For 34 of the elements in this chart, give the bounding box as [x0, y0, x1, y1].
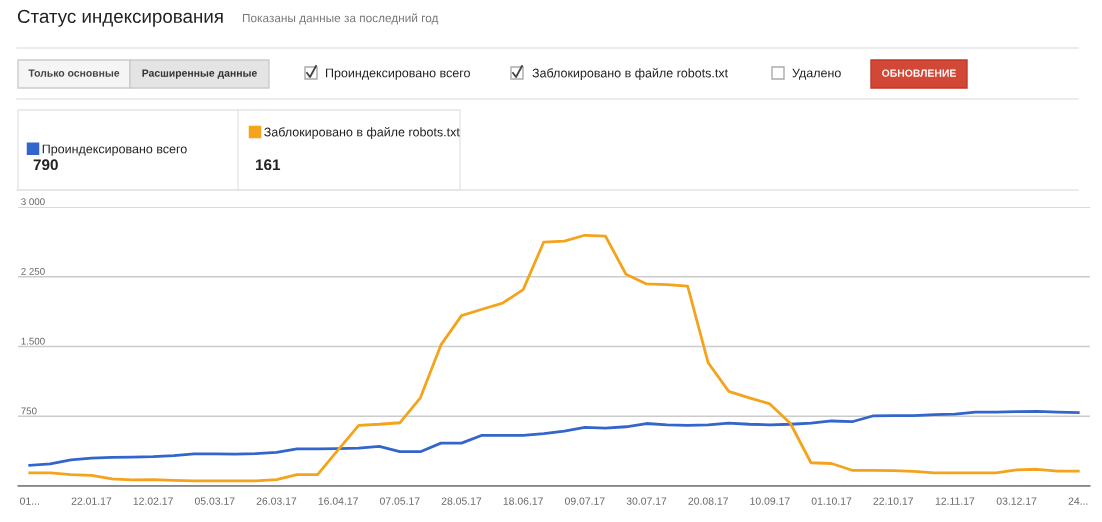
x-tick-label: 12.11.17 [935, 497, 975, 505]
x-tick-label: 22.01.17 [71, 497, 112, 505]
text: ОБНОВЛЕНИЕ [882, 69, 956, 77]
legend-label: Заблокировано в файле robots.txt [264, 127, 460, 139]
x-tick-label: 16.04.17 [318, 497, 358, 505]
x-tick-label: 05.03.17 [194, 497, 235, 505]
text: 790 [33, 159, 58, 171]
x-tick-label: 20.08.17 [688, 497, 728, 505]
x-tick-label: 30.07.17 [626, 497, 667, 505]
chart-subtitle: Показаны данные за последний год [242, 13, 439, 25]
y-tick-label: 1.500 [21, 337, 45, 345]
text: Расширенные данные [142, 69, 257, 79]
x-tick-label: 12.02.17 [133, 497, 173, 505]
x-tick-label: 24... [1068, 497, 1088, 505]
x-tick-label: 22.10.17 [873, 497, 913, 505]
text: 161 [255, 159, 281, 171]
text: Заблокировано в файле robots.txt [532, 68, 728, 80]
chart-title: Статус индексирования [17, 9, 223, 27]
x-tick-label: 26.03.17 [256, 497, 297, 505]
x-tick-label: 07.05.17 [379, 497, 420, 505]
y-tick-label: 2 250 [21, 267, 45, 275]
text: Проиндексировано всего [326, 68, 470, 80]
y-tick-label: 3 000 [21, 198, 45, 206]
legend-label: Проиндексировано всего [42, 144, 187, 156]
x-tick-label: 01.10.17 [811, 497, 852, 505]
x-tick-label: 28.05.17 [441, 497, 482, 505]
x-tick-label: 01... [20, 497, 39, 505]
x-tick-label: 03.12.17 [996, 497, 1037, 505]
text: Удалено [792, 68, 841, 80]
y-tick-label: 750 [21, 407, 37, 415]
x-tick-label: 10.09.17 [750, 497, 790, 505]
x-tick-label: 09.07.17 [564, 497, 605, 505]
text: Только основные [28, 69, 120, 77]
x-tick-label: 18.06.17 [503, 497, 543, 505]
